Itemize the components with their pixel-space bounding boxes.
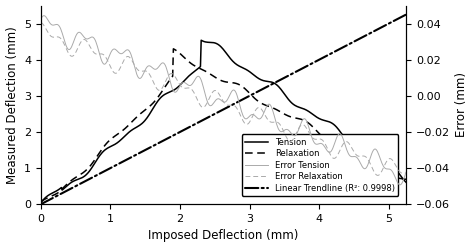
- Linear Trendline (R²: 0.9998): (2.53, 2.53): 0.9998): (2.53, 2.53): [214, 112, 219, 115]
- Error Tension: [237, 102, 242, 105]
- Error Relaxation: [38, 21, 44, 24]
- Relaxation: [256, 100, 262, 103]
- Error Relaxation: [211, 89, 217, 92]
- Linear Trendline (R²: 0.9998): (5.12, 5.12): 0.9998): (5.12, 5.12): [394, 18, 400, 21]
- Error Relaxation: [214, 90, 219, 93]
- Error Tension: [395, 182, 401, 185]
- Tension: [338, 131, 344, 134]
- Linear Trendline (R²: 0.9998): (2.49, 2.49): 0.9998): (2.49, 2.49): [211, 113, 217, 116]
- Error Tension: [403, 171, 409, 174]
- Error Tension: [256, 117, 262, 120]
- Tension: [237, 65, 242, 68]
- Tension: [38, 201, 44, 204]
- Linear Trendline (R²: 0.9998): (3.12, 3.12): 0.9998): (3.12, 3.12): [255, 90, 261, 93]
- Error Tension: [397, 183, 403, 186]
- Linear Trendline (R²: 0.9998): (0, 0): 0.9998): (0, 0): [38, 203, 44, 206]
- Error Relaxation: [403, 172, 409, 175]
- Linear Trendline (R²: 0.9998): (5.25, 5.25): 0.9998): (5.25, 5.25): [403, 13, 409, 16]
- Relaxation: [338, 143, 344, 146]
- X-axis label: Imposed Deflection (mm): Imposed Deflection (mm): [148, 229, 299, 243]
- Tension: [212, 41, 218, 44]
- Error Tension: [212, 99, 218, 102]
- Relaxation: [403, 178, 409, 181]
- Relaxation: [171, 47, 176, 50]
- Relaxation: [38, 200, 44, 203]
- Error Tension: [41, 14, 47, 17]
- Tension: [256, 77, 262, 80]
- Tension: [403, 181, 409, 184]
- Relaxation: [214, 77, 220, 80]
- Tension: [214, 42, 220, 45]
- Line: Error Relaxation: Error Relaxation: [41, 23, 406, 175]
- Error Tension: [214, 97, 220, 100]
- Error Tension: [38, 18, 44, 21]
- Error Relaxation: [337, 148, 343, 151]
- Line: Relaxation: Relaxation: [41, 49, 406, 202]
- Linear Trendline (R²: 0.9998): (4.3, 4.3): 0.9998): (4.3, 4.3): [337, 47, 343, 50]
- Linear Trendline (R²: 0.9998): (2.84, 2.84): 0.9998): (2.84, 2.84): [236, 100, 241, 103]
- Line: Error Tension: Error Tension: [41, 16, 406, 185]
- Error Relaxation: [255, 106, 261, 109]
- Y-axis label: Measured Deflection (mm): Measured Deflection (mm): [6, 26, 18, 184]
- Error Relaxation: [395, 168, 401, 171]
- Tension: [198, 39, 204, 42]
- Legend: Tension, Relaxation, Error Tension, Error Relaxation, Linear Trendline (R²: 0.99: Tension, Relaxation, Error Tension, Erro…: [242, 134, 398, 196]
- Relaxation: [395, 177, 401, 180]
- Error Relaxation: [374, 174, 380, 177]
- Error Tension: [338, 133, 344, 136]
- Y-axis label: Error (mm): Error (mm): [456, 72, 468, 137]
- Tension: [395, 171, 401, 174]
- Line: Tension: Tension: [41, 40, 406, 203]
- Relaxation: [212, 76, 218, 79]
- Error Relaxation: [236, 110, 241, 113]
- Relaxation: [237, 83, 242, 86]
- Line: Linear Trendline (R²: 0.9998): Linear Trendline (R²: 0.9998): [41, 15, 406, 204]
